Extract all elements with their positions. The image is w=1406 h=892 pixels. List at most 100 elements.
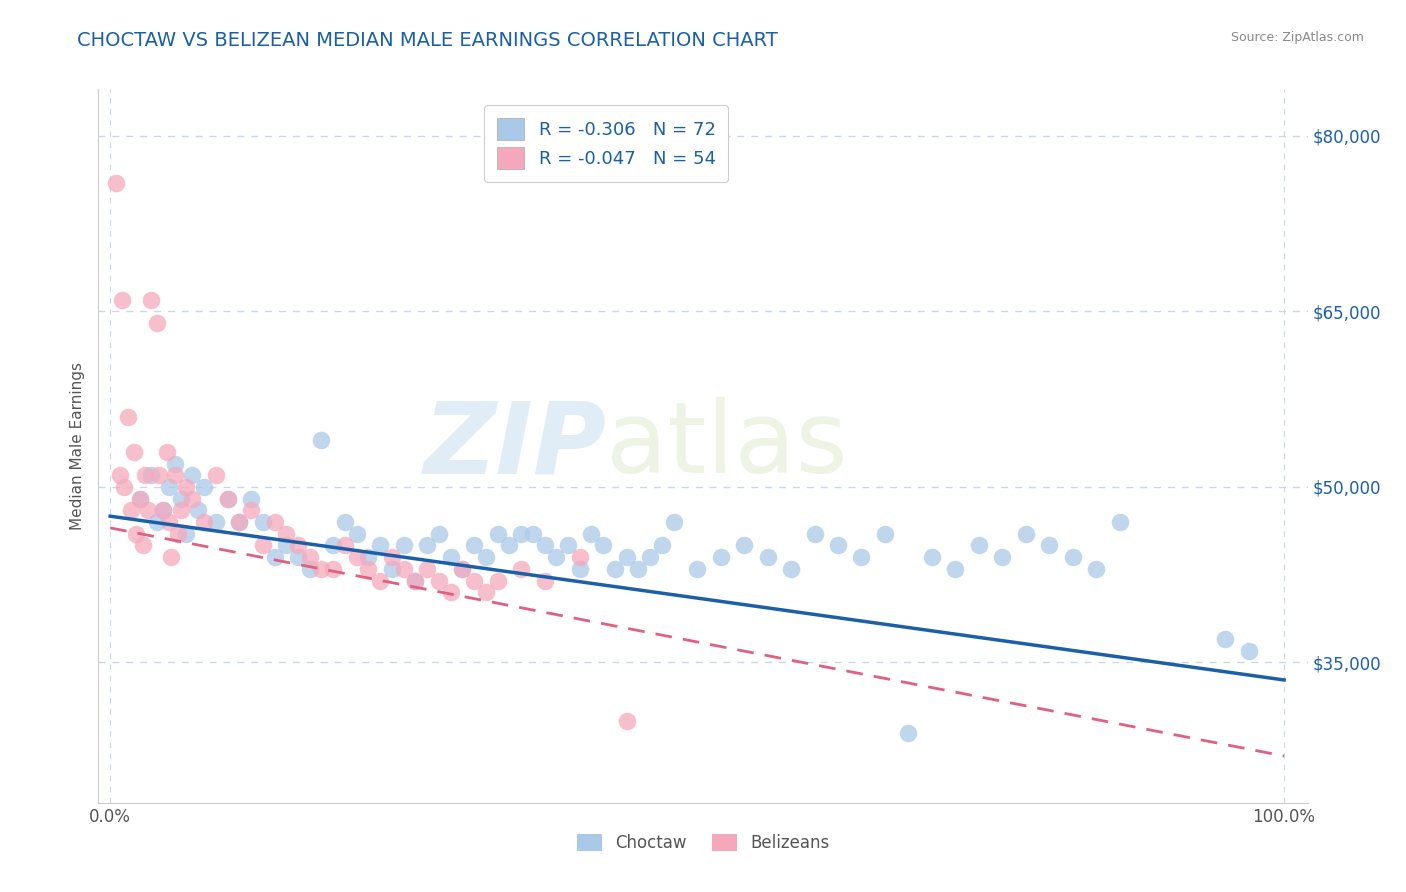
Point bbox=[404, 574, 426, 588]
Point bbox=[662, 515, 685, 529]
Point bbox=[204, 515, 226, 529]
Point bbox=[152, 503, 174, 517]
Point bbox=[533, 538, 555, 552]
Point bbox=[1015, 526, 1038, 541]
Point bbox=[152, 503, 174, 517]
Point bbox=[392, 562, 415, 576]
Point bbox=[1215, 632, 1237, 646]
Point bbox=[967, 538, 990, 552]
Point bbox=[592, 538, 614, 552]
Point bbox=[181, 468, 204, 483]
Point bbox=[136, 503, 159, 517]
Point bbox=[333, 538, 356, 552]
Point bbox=[169, 503, 191, 517]
Point bbox=[287, 550, 309, 565]
Point bbox=[486, 526, 509, 541]
Point bbox=[851, 550, 873, 565]
Point bbox=[616, 714, 638, 728]
Point bbox=[357, 562, 380, 576]
Point bbox=[163, 468, 186, 483]
Point bbox=[146, 515, 169, 529]
Point bbox=[176, 526, 198, 541]
Point bbox=[132, 538, 155, 552]
Point bbox=[557, 538, 579, 552]
Point bbox=[392, 538, 415, 552]
Point bbox=[568, 550, 591, 565]
Point bbox=[897, 725, 920, 739]
Point bbox=[1237, 644, 1260, 658]
Point bbox=[780, 562, 803, 576]
Point bbox=[240, 491, 263, 506]
Point bbox=[404, 574, 426, 588]
Point bbox=[155, 445, 177, 459]
Point bbox=[756, 550, 779, 565]
Point bbox=[1108, 515, 1130, 529]
Point bbox=[112, 480, 135, 494]
Point bbox=[122, 445, 145, 459]
Point bbox=[193, 515, 215, 529]
Point bbox=[311, 433, 333, 447]
Point bbox=[240, 503, 263, 517]
Point bbox=[322, 538, 344, 552]
Point bbox=[228, 515, 250, 529]
Legend: Choctaw, Belizeans: Choctaw, Belizeans bbox=[569, 827, 837, 859]
Point bbox=[439, 550, 461, 565]
Y-axis label: Median Male Earnings: Median Male Earnings bbox=[69, 362, 84, 530]
Point bbox=[451, 562, 474, 576]
Point bbox=[228, 515, 250, 529]
Point bbox=[921, 550, 943, 565]
Point bbox=[710, 550, 733, 565]
Point bbox=[117, 409, 139, 424]
Point bbox=[252, 538, 274, 552]
Point bbox=[298, 550, 321, 565]
Point bbox=[486, 574, 509, 588]
Point bbox=[991, 550, 1014, 565]
Point bbox=[381, 562, 404, 576]
Point bbox=[568, 562, 591, 576]
Point bbox=[439, 585, 461, 599]
Point bbox=[141, 293, 163, 307]
Point bbox=[204, 468, 226, 483]
Point bbox=[346, 526, 368, 541]
Point bbox=[498, 538, 520, 552]
Point bbox=[427, 574, 450, 588]
Point bbox=[108, 468, 131, 483]
Point bbox=[873, 526, 896, 541]
Point bbox=[322, 562, 344, 576]
Point bbox=[311, 562, 333, 576]
Point bbox=[803, 526, 825, 541]
Point bbox=[581, 526, 603, 541]
Point bbox=[827, 538, 849, 552]
Point bbox=[263, 515, 285, 529]
Point bbox=[627, 562, 650, 576]
Point bbox=[141, 468, 163, 483]
Point bbox=[176, 480, 198, 494]
Point bbox=[416, 538, 439, 552]
Point bbox=[1062, 550, 1084, 565]
Point bbox=[603, 562, 626, 576]
Point bbox=[217, 491, 239, 506]
Point bbox=[276, 538, 298, 552]
Point bbox=[381, 550, 404, 565]
Point bbox=[157, 515, 180, 529]
Point bbox=[463, 574, 485, 588]
Point bbox=[276, 526, 298, 541]
Point bbox=[120, 503, 142, 517]
Point bbox=[427, 526, 450, 541]
Point bbox=[163, 457, 186, 471]
Point bbox=[167, 526, 190, 541]
Point bbox=[510, 526, 533, 541]
Point bbox=[148, 468, 170, 483]
Point bbox=[616, 550, 638, 565]
Point bbox=[510, 562, 533, 576]
Point bbox=[263, 550, 285, 565]
Point bbox=[287, 538, 309, 552]
Point bbox=[346, 550, 368, 565]
Point bbox=[733, 538, 755, 552]
Point bbox=[451, 562, 474, 576]
Point bbox=[181, 491, 204, 506]
Point bbox=[475, 585, 498, 599]
Text: ZIP: ZIP bbox=[423, 398, 606, 494]
Point bbox=[146, 316, 169, 330]
Point bbox=[160, 550, 183, 565]
